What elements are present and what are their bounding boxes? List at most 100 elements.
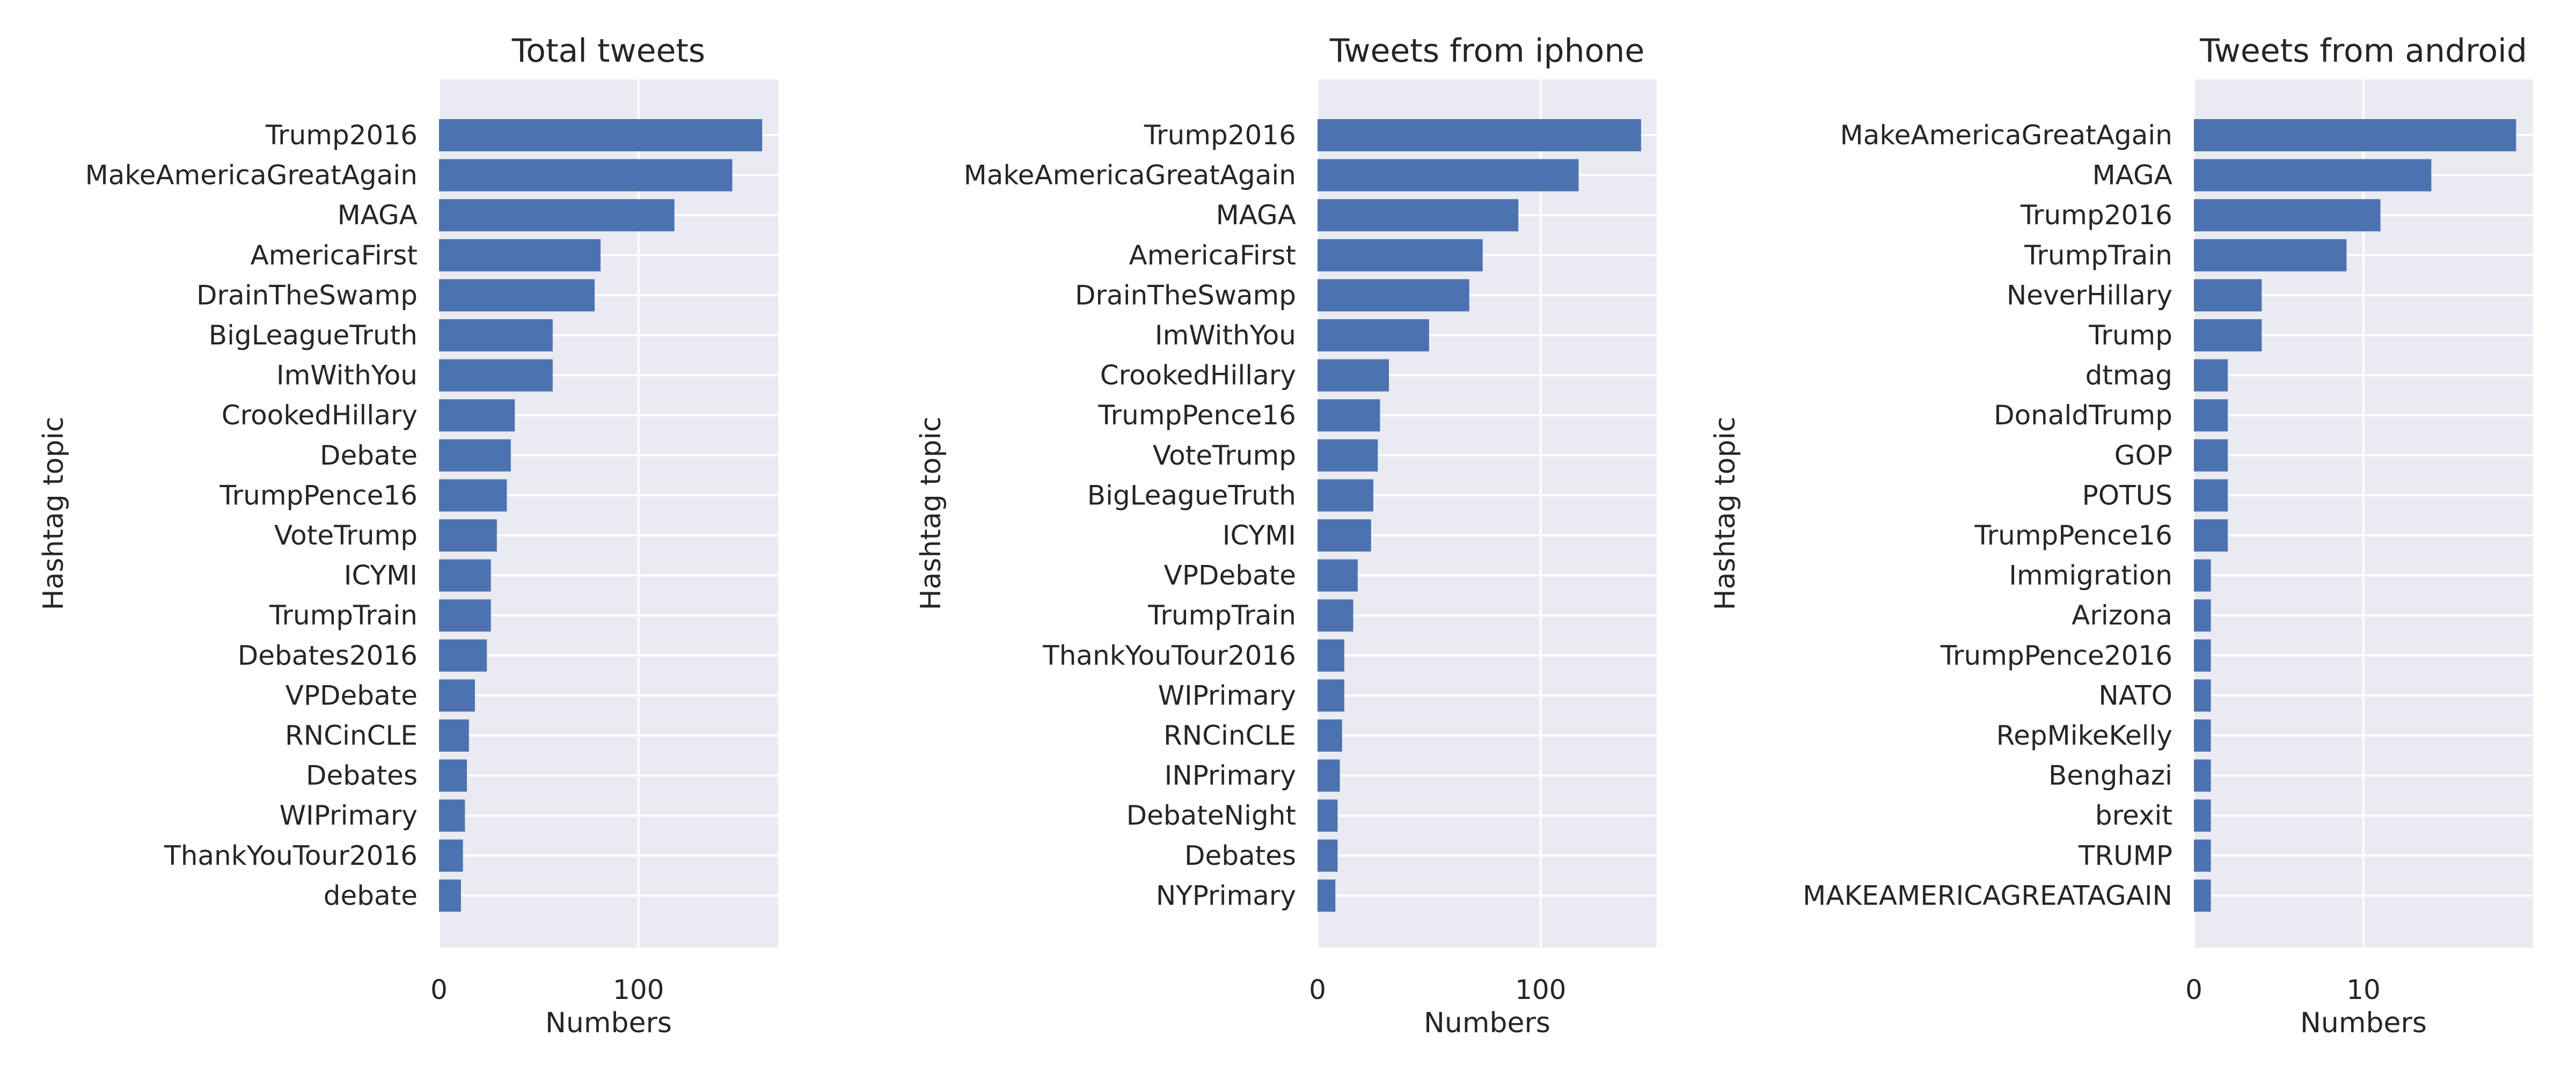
bar-GOP (2194, 439, 2228, 472)
bar-TrumpPence16 (439, 479, 507, 512)
y-tick-label: ThankYouTour2016 (1042, 640, 1296, 671)
chart-title: Tweets from android (2199, 32, 2527, 70)
y-tick-label: Immigration (2009, 560, 2172, 591)
bar-MAGA (439, 199, 675, 232)
bar-Debates2016 (439, 639, 487, 672)
bar-RepMikeKelly (2194, 719, 2211, 752)
bar-INPrimary (1318, 759, 1340, 792)
subplot-3: MakeAmericaGreatAgainMAGATrump2016TrumpT… (1709, 32, 2533, 1039)
subplot-1: Trump2016 MakeAmericaGreatAgain MAGA Americ… (38, 32, 778, 1039)
y-tick-label: Trump2016 (265, 120, 418, 151)
chart-title: Total tweets (511, 32, 705, 70)
bar-VPDebate (439, 679, 475, 712)
bar-MAKEAMERICAGREATAGAIN (2194, 879, 2211, 912)
y-tick-label: Debate (320, 440, 418, 471)
bar-Debate (439, 439, 511, 472)
y-tick-label: DrainTheSwamp (196, 280, 418, 311)
bar-RNCinCLE (439, 719, 469, 752)
bar-ImWithYou (1318, 319, 1429, 351)
bar-BigLeagueTruth (439, 319, 553, 351)
chart-title: Tweets from iphone (1329, 32, 1645, 70)
y-tick-label: CrookedHillary (222, 400, 418, 431)
y-tick-label: RNCinCLE (1163, 720, 1296, 751)
y-tick-label: MakeAmericaGreatAgain (85, 160, 418, 191)
bar-TrumpPence2016 (2194, 639, 2211, 672)
bar-BigLeagueTruth (1318, 479, 1373, 512)
y-tick-label: AmericaFirst (1129, 240, 1296, 271)
bar-AmericaFirst (1318, 239, 1483, 271)
bar-CrookedHillary (439, 399, 515, 432)
y-tick-label: ImWithYou (1155, 320, 1296, 351)
y-tick-label: TrumpPence16 (1097, 400, 1296, 431)
y-tick-label: TrumpPence16 (219, 480, 418, 511)
y-tick-label: DonaldTrump (1994, 400, 2172, 431)
bar-MakeAmericaGreatAgain (2194, 119, 2516, 151)
bar-dtmag (2194, 359, 2228, 392)
y-tick-label: TRUMP (2078, 840, 2172, 871)
bar-TrumpPence16 (1318, 399, 1380, 432)
y-tick-label: WIPrimary (280, 800, 418, 831)
y-tick-label: Benghazi (2048, 760, 2172, 791)
x-tick-label: 10 (2346, 974, 2381, 1005)
y-tick-label: RNCinCLE (285, 720, 418, 751)
bar-DrainTheSwamp (439, 279, 595, 312)
y-tick-label: VoteTrump (274, 520, 418, 551)
y-tick-label: VPDebate (1164, 560, 1296, 591)
bar-WIPrimary (439, 799, 465, 832)
y-tick-label: Trump2016 (2020, 200, 2172, 231)
bar-NATO (2194, 679, 2211, 712)
y-tick-label: MAGA (1216, 200, 1296, 231)
y-tick-label: TrumpTrain (269, 600, 418, 631)
bar-TRUMP (2194, 839, 2211, 872)
y-tick-label: ICYMI (1223, 520, 1296, 551)
y-tick-label: BigLeagueTruth (1087, 480, 1296, 511)
bar-NYPrimary (1318, 879, 1336, 912)
bar-TrumpTrain (2194, 239, 2347, 271)
y-tick-label: AmericaFirst (251, 240, 418, 271)
y-tick-label: WIPrimary (1158, 680, 1296, 711)
bar-Arizona (2194, 599, 2211, 632)
y-tick-label: DebateNight (1126, 800, 1296, 831)
bar-Trump2016 (439, 119, 763, 151)
bar-Trump2016 (2194, 199, 2381, 232)
y-tick-label: TrumpTrain (2024, 240, 2172, 271)
bar-Debates (1318, 839, 1338, 872)
y-tick-label: CrookedHillary (1100, 360, 1296, 391)
y-tick-label: GOP (2114, 440, 2172, 471)
bar-VPDebate (1318, 559, 1358, 592)
bar-VoteTrump (1318, 439, 1378, 472)
y-tick-label: Trump (2088, 320, 2172, 351)
bar-Trump2016 (1318, 119, 1641, 151)
y-tick-label: Debates2016 (238, 640, 418, 671)
x-tick-label: 100 (1515, 974, 1566, 1005)
x-axis-label: Numbers (545, 1007, 672, 1039)
y-tick-label: brexit (2095, 800, 2172, 831)
bar-POTUS (2194, 479, 2228, 512)
bar-ICYMI (439, 559, 491, 592)
y-tick-label: ICYMI (344, 560, 418, 591)
y-tick-label: NeverHillary (2007, 280, 2172, 311)
y-tick-label: VoteTrump (1153, 440, 1296, 471)
bar-RNCinCLE (1318, 719, 1342, 752)
y-tick-label: RepMikeKelly (1996, 720, 2172, 751)
y-tick-label: POTUS (2082, 480, 2172, 511)
y-tick-label: ThankYouTour2016 (164, 840, 418, 871)
y-tick-label: ImWithYou (276, 360, 418, 391)
bar-debate (439, 879, 461, 912)
y-axis-label: Hashtag topic (915, 416, 947, 610)
y-tick-label: Debates (1184, 840, 1296, 871)
bar-TrumpPence16 (2194, 519, 2228, 552)
x-tick-label: 100 (613, 974, 664, 1005)
bar-CrookedHillary (1318, 359, 1389, 392)
bar-MakeAmericaGreatAgain (1318, 159, 1579, 192)
y-tick-label: dtmag (2085, 360, 2172, 391)
bar-ICYMI (1318, 519, 1371, 552)
x-axis-label: Numbers (2300, 1007, 2427, 1039)
y-tick-label: MAGA (2092, 160, 2172, 191)
bar-ThankYouTour2016 (1318, 639, 1344, 672)
y-tick-label: Debates (306, 760, 418, 791)
x-axis-label: Numbers (1424, 1007, 1550, 1039)
bar-MAGA (2194, 159, 2432, 192)
bar-TrumpTrain (439, 599, 491, 632)
